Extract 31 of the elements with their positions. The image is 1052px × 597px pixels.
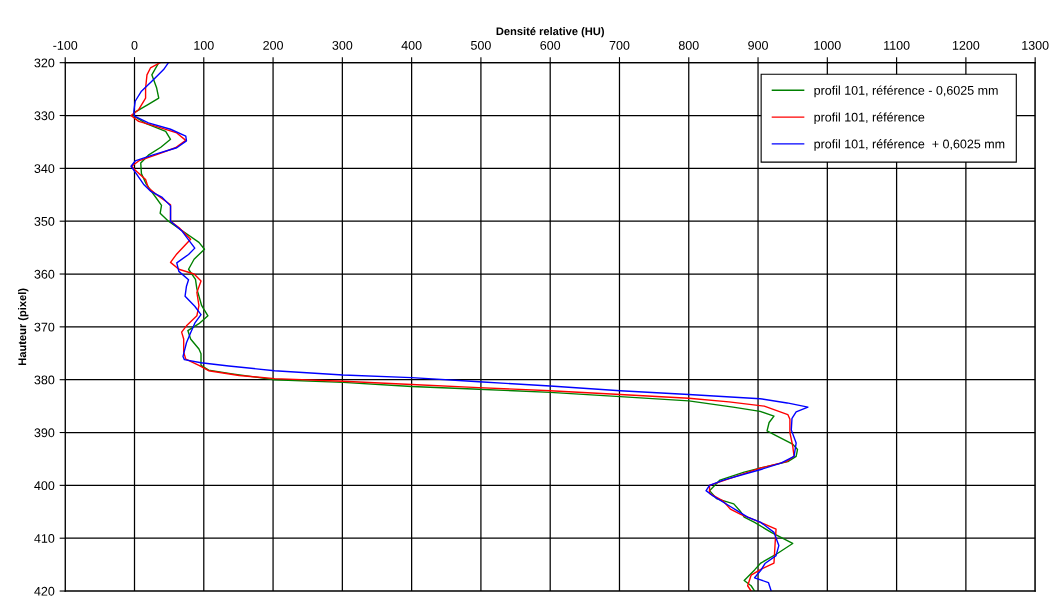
y-tick-label: 320: [34, 58, 55, 68]
x-tick-label: -100: [53, 40, 78, 50]
x-tick-label: 500: [470, 40, 491, 50]
x-tick-label: 1000: [814, 40, 841, 50]
y-axis-title: Hauteur (pixel): [18, 288, 29, 366]
x-tick-label: 600: [540, 40, 561, 50]
x-tick-label: 1100: [884, 40, 910, 50]
y-tick-label: 380: [34, 375, 55, 385]
y-tick-label: 370: [34, 322, 55, 332]
legend-label: profil 101, référence - 0,6025 mm: [814, 85, 998, 98]
y-tick-label: 340: [34, 164, 55, 174]
y-tick-label: 410: [34, 534, 55, 543]
y-tick-label: 400: [34, 481, 55, 491]
x-tick-label: 0: [131, 40, 138, 50]
x-tick-label: 100: [194, 40, 214, 50]
y-tick-label: 330: [34, 111, 55, 121]
y-tick-label: 420: [34, 586, 55, 596]
x-tick-label: 700: [609, 40, 630, 50]
x-tick-label: 900: [748, 40, 768, 50]
y-tick-label: 390: [34, 428, 55, 438]
y-tick-label: 360: [34, 269, 55, 279]
legend-label: profil 101, référence + 0,6025 mm: [814, 139, 1005, 151]
x-tick-label: 300: [332, 40, 353, 50]
legend-label: profil 101, référence: [814, 112, 925, 125]
x-tick-label: 1300: [1022, 40, 1049, 50]
x-axis-title: Densité relative (HU): [496, 26, 604, 38]
y-tick-label: 350: [34, 216, 55, 226]
x-tick-label: 800: [678, 40, 699, 50]
x-tick-label: 1200: [952, 40, 980, 50]
x-tick-label: 400: [401, 40, 422, 50]
x-tick-label: 200: [263, 40, 284, 50]
